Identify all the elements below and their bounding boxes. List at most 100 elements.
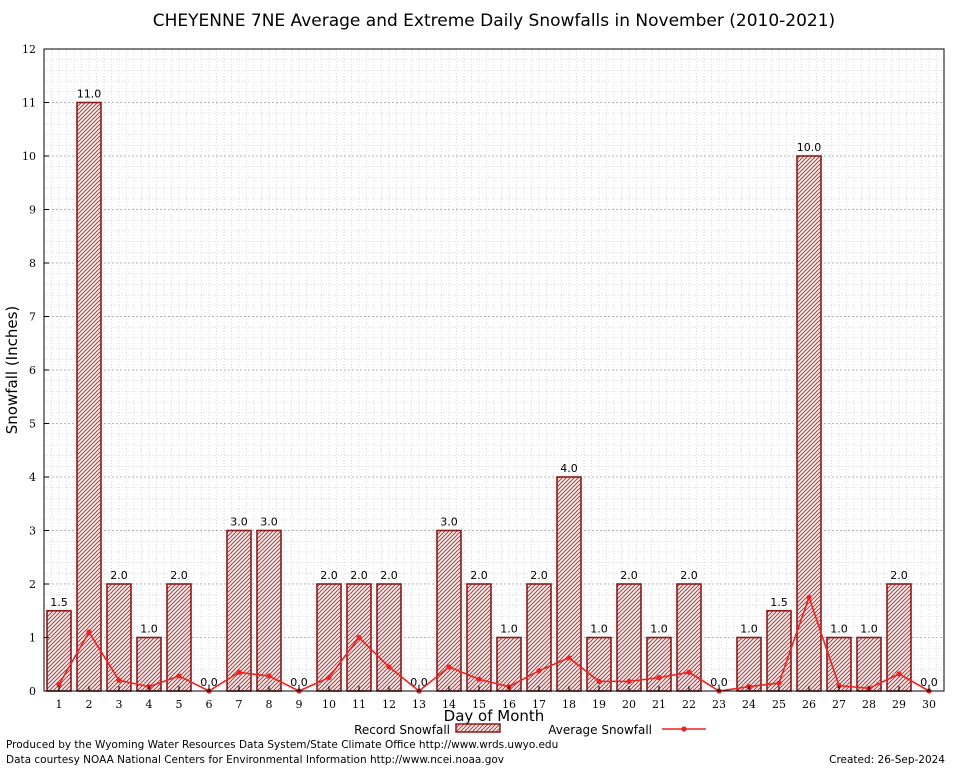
data-label-day-30: 0.0 [920,676,938,689]
data-label-day-17: 2.0 [530,569,548,582]
average-point-day-12 [386,664,392,670]
x-tick-label: 30 [922,698,936,711]
bar-record-day-5 [166,583,192,692]
bar-record-day-25 [766,609,792,692]
bar-record-day-27 [826,636,852,692]
bar-record-day-28 [856,636,882,692]
average-point-day-8 [266,673,272,679]
average-line-path [58,594,930,693]
data-label-day-10: 2.0 [320,569,338,582]
x-tick-label: 15 [472,698,486,711]
y-tick-label: 4 [29,471,36,484]
bar-record-day-3 [106,583,132,692]
average-point-day-7 [236,669,242,675]
x-tick-label: 18 [562,698,576,711]
legend-marker-average [681,726,687,732]
y-tick-label: 1 [29,632,36,645]
x-tick-label: 8 [266,698,273,711]
x-tick-label: 3 [116,698,123,711]
average-line [56,594,932,694]
average-point-day-10 [326,675,332,681]
footer-created: Created: 26-Sep-2024 [829,754,945,766]
data-label-day-1: 1.5 [50,596,68,609]
data-label-day-16: 1.0 [500,623,518,636]
data-label-day-23: 0.0 [710,676,728,689]
average-point-day-5 [176,673,182,679]
data-label-day-15: 2.0 [470,569,488,582]
legend: Record Snowfall Average Snowfall [354,723,706,737]
average-point-day-22 [686,669,692,675]
x-tick-label: 11 [352,698,366,711]
legend-label-record: Record Snowfall [354,723,450,737]
average-point-day-19 [596,678,602,684]
bar-record-day-2 [76,101,102,692]
data-label-day-12: 2.0 [380,569,398,582]
data-label-day-22: 2.0 [680,569,698,582]
x-tick-label: 10 [322,698,336,711]
average-point-day-20 [626,678,632,684]
data-labels: 1.5 11.0 2.0 1.0 2.0 0.0 3.0 3.0 0.0 2.0 2.0 2.0 0.0… [50,88,938,690]
x-tick-label: 19 [592,698,606,711]
y-tick-label: 10 [22,150,36,163]
average-point-day-21 [656,675,662,681]
x-tick-label: 22 [682,698,696,711]
y-tick-label: 2 [29,578,36,591]
data-label-day-25: 1.5 [770,596,788,609]
x-tick-label: 9 [296,698,303,711]
data-label-day-3: 2.0 [110,569,128,582]
bar-record-day-8 [256,529,282,692]
x-tick-label: 2 [86,698,93,711]
y-tick-label: 7 [29,311,36,324]
y-tick-label: 0 [29,685,36,698]
x-axis-label: Day of Month [444,707,545,725]
bar-record-day-12 [376,583,402,692]
average-point-day-25 [776,680,782,686]
data-label-day-28: 1.0 [860,623,878,636]
bar-record-day-20 [616,583,642,692]
footer-credit-line1: Produced by the Wyoming Water Resources … [6,739,558,751]
bar-record-day-1 [46,609,72,692]
x-tick-label: 17 [532,698,546,711]
bar-record-day-15 [466,583,492,692]
x-tick-label: 13 [412,698,426,711]
average-point-day-15 [476,676,482,682]
data-label-day-19: 1.0 [590,623,608,636]
average-point-day-11 [356,634,362,641]
legend-label-average: Average Snowfall [548,723,652,737]
bar-record-day-7 [226,529,252,692]
x-tick-label: 23 [712,698,726,711]
bar-record-day-21 [646,636,672,692]
data-label-day-20: 2.0 [620,569,638,582]
average-point-day-2 [86,629,92,635]
data-label-day-27: 1.0 [830,623,848,636]
x-tick-label: 4 [146,698,153,711]
y-axis-label: Snowfall (Inches) [3,306,21,434]
data-label-day-24: 1.0 [740,623,758,636]
average-point-day-17 [536,668,542,674]
x-tick-label: 27 [832,698,846,711]
average-point-day-29 [896,671,902,677]
bar-record-day-22 [676,583,702,692]
y-tick-label: 9 [29,204,36,217]
average-point-day-14 [446,664,452,670]
y-tick-label: 12 [22,43,36,56]
bar-record-day-18 [556,476,582,692]
x-tick-label: 28 [862,698,876,711]
average-point-day-18 [566,655,572,661]
x-tick-label: 16 [502,698,516,711]
x-tick-label: 12 [382,698,396,711]
legend-swatch-record [455,723,501,733]
bar-record-day-26 [796,155,822,692]
x-tick-label: 7 [236,698,243,711]
plot-frame [43,48,945,692]
x-tick-label: 24 [742,698,756,711]
y-tick-label: 6 [29,364,36,377]
average-point-day-1 [56,681,62,688]
data-label-day-13: 0.0 [410,676,428,689]
data-label-day-5: 2.0 [170,569,188,582]
x-tick-label: 5 [176,698,183,711]
y-tick-label: 5 [29,418,36,431]
x-tick-label: 29 [892,698,906,711]
footer-credit-line2: Data courtesy NOAA National Centers for … [6,754,504,766]
